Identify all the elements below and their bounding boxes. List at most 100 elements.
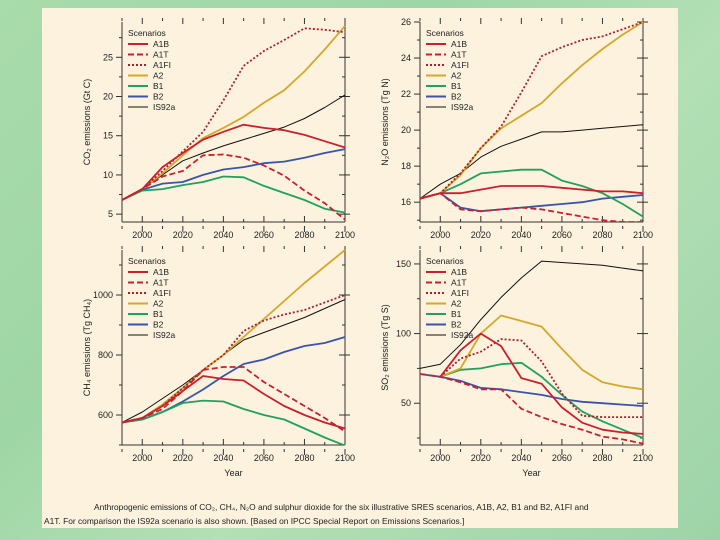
y-axis-label: SO₂ emissions (Tg S) [380, 304, 390, 391]
legend-label-a1b: A1B [451, 39, 467, 49]
y-axis-label: CO₂ emissions (Gt C) [82, 79, 92, 166]
series-line-b2 [420, 192, 644, 213]
y-tick-label: 1000 [93, 290, 113, 300]
x-tick-label: 2040 [511, 230, 531, 240]
y-tick-label: 25 [103, 52, 113, 62]
series-line-a1fi [439, 338, 643, 419]
series-line-a1t [420, 192, 643, 222]
series-line-a1t [420, 373, 644, 445]
x-tick-label: 2080 [592, 453, 612, 463]
x-tick-label: 2060 [254, 453, 274, 463]
y-tick-label: 50 [401, 398, 411, 408]
series-line-a1b [439, 332, 644, 435]
series-line-a1fi [420, 21, 644, 200]
x-tick-label: 2080 [592, 230, 612, 240]
legend-title: Scenarios [426, 28, 464, 38]
series-line-is92a [122, 94, 346, 201]
y-tick-label: 150 [396, 259, 411, 269]
y-tick-label: 5 [108, 209, 113, 219]
series-line-a1b [122, 123, 346, 201]
legend-label-a1b: A1B [153, 267, 169, 277]
x-tick-label: 2100 [633, 453, 653, 463]
x-tick-label: 2020 [173, 453, 193, 463]
legend-label-a1b: A1B [153, 39, 169, 49]
x-tick-label: 2100 [335, 453, 355, 463]
legend-label-b2: B2 [153, 320, 164, 330]
legend-title: Scenarios [426, 256, 464, 266]
x-tick-label: 2100 [633, 230, 653, 240]
legend-label-b2: B2 [451, 92, 462, 102]
legend-label-a1fi: A1FI [451, 288, 469, 298]
x-tick-label: 2080 [294, 453, 314, 463]
chart-co2: 2000 2020 2040 2060 2080 2100 5 10 15 20 25 CO₂ emi… [82, 18, 355, 240]
y-tick-label: 18 [401, 161, 411, 171]
legend-label-a2: A2 [153, 71, 164, 81]
legend-label-a1t: A1T [153, 50, 169, 60]
series-line-a2 [439, 314, 644, 391]
legend-label-a1fi: A1FI [153, 288, 171, 298]
series-line-a1t [122, 366, 346, 433]
x-tick-label: 2040 [213, 230, 233, 240]
y-axis-label: CH₄ emissions (Tg CH₄) [82, 299, 92, 396]
series-line-a2 [122, 249, 346, 424]
legend-label-b2: B2 [451, 320, 462, 330]
legend-label-is92a: IS92a [451, 330, 473, 340]
legend-label-a2: A2 [451, 299, 462, 309]
x-tick-label: 2000 [132, 230, 152, 240]
series-line-a1t [122, 153, 346, 221]
x-tick-label: 2020 [471, 453, 491, 463]
x-tick-label: 2020 [173, 230, 193, 240]
series-line-a2 [122, 25, 346, 201]
y-tick-label: 10 [103, 170, 113, 180]
slide-panel [42, 8, 678, 528]
series-line-is92a [420, 124, 644, 200]
x-tick-label: 2060 [552, 230, 572, 240]
x-tick-label: 2000 [430, 230, 450, 240]
y-tick-label: 15 [103, 131, 113, 141]
caption-line-1: Anthropogenic emissions of CO₂, CH₄, N₂O… [94, 502, 589, 512]
series-line-is92a [122, 299, 346, 423]
y-tick-label: 600 [98, 410, 113, 420]
legend-label-b1: B1 [153, 309, 164, 319]
y-axis-label: N₂O emissions (Tg N) [380, 78, 390, 166]
legend-label-is92a: IS92a [451, 102, 473, 112]
series-line-is92a [420, 260, 644, 369]
x-axis-label: Year [522, 468, 540, 478]
legend-label-b1: B1 [153, 81, 164, 91]
legend-label-a1t: A1T [451, 50, 467, 60]
y-tick-label: 22 [401, 89, 411, 99]
x-tick-label: 2000 [430, 453, 450, 463]
legend-label-b1: B1 [451, 81, 462, 91]
legend-label-b1: B1 [451, 309, 462, 319]
series-line-a2 [420, 21, 644, 200]
legend-title: Scenarios [128, 256, 166, 266]
legend-label-a1b: A1B [451, 267, 467, 277]
series-line-a1fi [122, 27, 346, 201]
series-line-b2 [122, 148, 346, 201]
legend-label-b2: B2 [153, 92, 164, 102]
legend-label-a1fi: A1FI [153, 60, 171, 70]
legend-label-a1t: A1T [451, 278, 467, 288]
series-line-b1 [440, 361, 644, 439]
legend-title: Scenarios [128, 28, 166, 38]
legend-label-a1t: A1T [153, 278, 169, 288]
legend-label-a2: A2 [451, 71, 462, 81]
y-tick-label: 16 [401, 197, 411, 207]
x-tick-label: 2080 [294, 230, 314, 240]
x-tick-label: 2020 [471, 230, 491, 240]
y-tick-label: 20 [103, 92, 113, 102]
x-tick-label: 2000 [132, 453, 152, 463]
y-tick-label: 800 [98, 350, 113, 360]
x-tick-label: 2060 [552, 453, 572, 463]
series-line-a1b [122, 375, 346, 430]
series-line-a1b [420, 185, 644, 200]
legend-label-a1fi: A1FI [451, 60, 469, 70]
x-tick-label: 2040 [511, 453, 531, 463]
chart-so2: 2000 2020 2040 2060 2080 2100 50 100 150 SO₂ emis… [380, 246, 653, 478]
y-tick-label: 24 [401, 53, 411, 63]
series-line-b1 [122, 399, 346, 445]
x-tick-label: 2060 [254, 230, 274, 240]
x-tick-label: 2100 [335, 230, 355, 240]
